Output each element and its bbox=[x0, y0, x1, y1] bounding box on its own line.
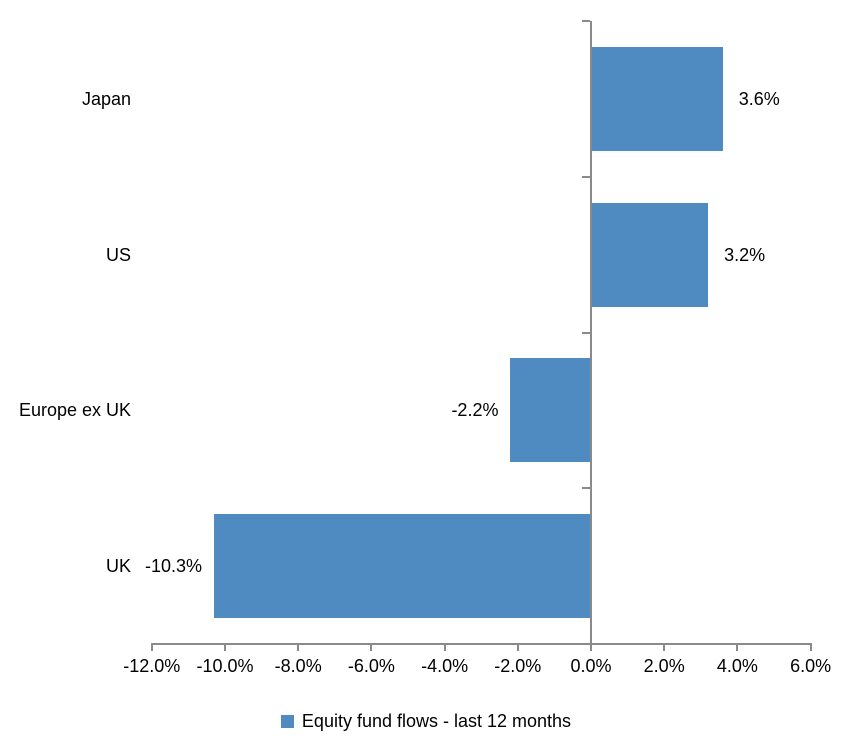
category-label: US bbox=[105, 244, 131, 265]
x-axis-tick bbox=[370, 643, 373, 651]
category-label: Japan bbox=[81, 88, 131, 109]
bar-us bbox=[591, 202, 709, 307]
y-axis-tick bbox=[582, 487, 590, 490]
x-axis-line bbox=[150, 643, 812, 645]
data-label: 3.2% bbox=[724, 244, 766, 265]
data-label: 3.6% bbox=[738, 88, 780, 109]
bar-uk bbox=[214, 514, 591, 619]
category-label: Europe ex UK bbox=[18, 400, 131, 421]
x-axis-tick bbox=[590, 643, 592, 651]
x-axis-tick-label: 0.0% bbox=[570, 656, 612, 676]
x-axis-tick bbox=[736, 643, 739, 651]
x-axis-tick bbox=[663, 643, 666, 651]
x-axis-tick-label: 2.0% bbox=[643, 656, 685, 676]
data-label: -2.2% bbox=[451, 400, 499, 421]
y-axis-tick bbox=[582, 331, 590, 334]
x-axis-tick-label: -4.0% bbox=[421, 656, 469, 676]
y-axis-line bbox=[590, 21, 592, 645]
x-axis-tick-label: 4.0% bbox=[716, 656, 758, 676]
x-axis-tick-label: -8.0% bbox=[274, 656, 322, 676]
x-axis-tick-label: 6.0% bbox=[790, 656, 832, 676]
x-axis-tick bbox=[297, 643, 300, 651]
y-axis-tick bbox=[582, 643, 590, 645]
x-axis-tick bbox=[443, 643, 446, 651]
legend: Equity fund flows - last 12 months bbox=[0, 707, 852, 735]
x-axis-tick bbox=[224, 643, 226, 651]
y-axis-tick bbox=[582, 20, 590, 22]
x-axis-tick-label: -2.0% bbox=[494, 656, 542, 676]
x-axis-tick bbox=[516, 643, 519, 651]
x-axis-tick bbox=[150, 643, 153, 651]
x-axis-tick bbox=[809, 643, 812, 651]
x-axis-tick-label: -6.0% bbox=[347, 656, 395, 676]
legend-label: Equity fund flows - last 12 months bbox=[301, 710, 572, 731]
x-axis-tick-label: -10.0% bbox=[196, 656, 254, 676]
x-axis-tick-label: -12.0% bbox=[123, 656, 181, 676]
y-axis-tick bbox=[582, 175, 590, 178]
data-label: -10.3% bbox=[144, 556, 203, 577]
legend-swatch-icon bbox=[280, 714, 294, 728]
bar-europe-ex-uk bbox=[510, 358, 591, 463]
bar-japan bbox=[591, 46, 723, 151]
category-label: UK bbox=[105, 556, 131, 577]
